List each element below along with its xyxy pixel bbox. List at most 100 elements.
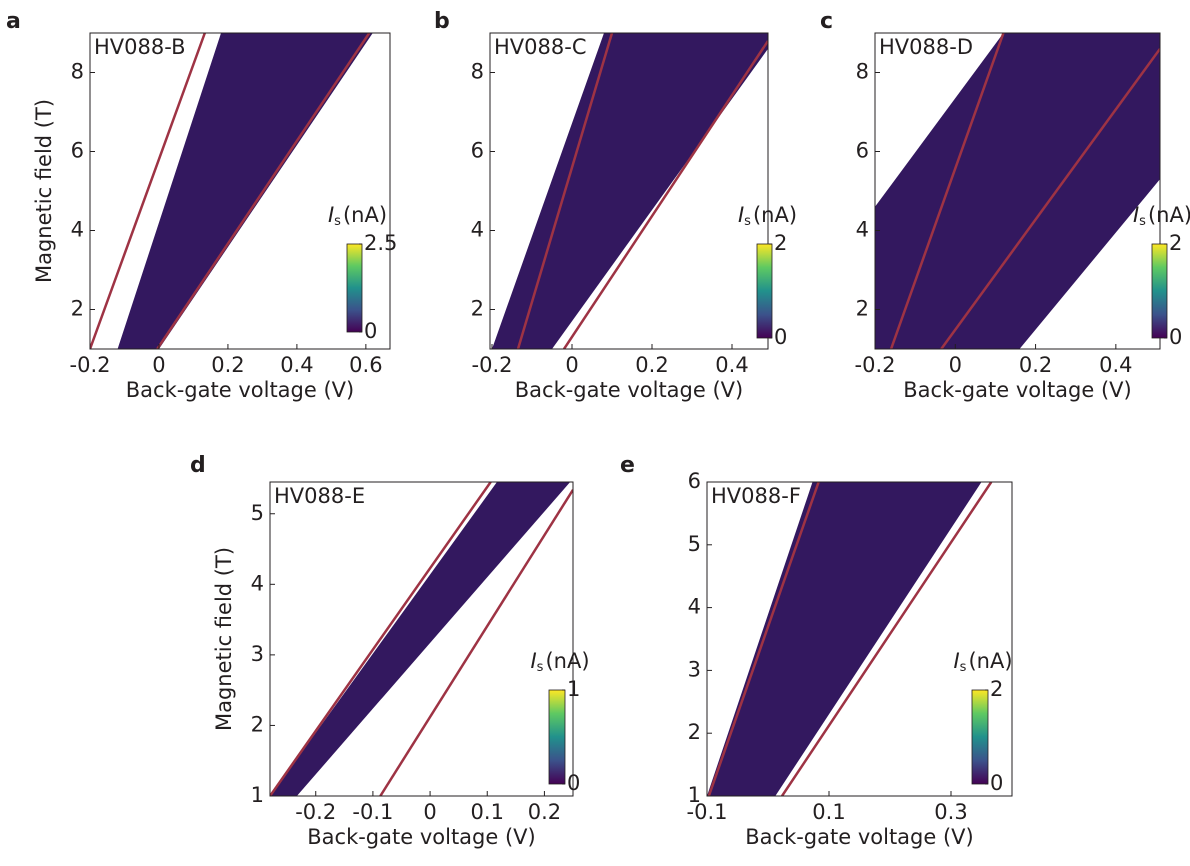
x-axis-label: Back-gate voltage (V)	[515, 378, 743, 402]
data-region	[492, 33, 768, 349]
x-tick-label: -0.2	[70, 353, 111, 377]
x-tick-label: 0.4	[1099, 353, 1132, 377]
x-tick-label: 0	[949, 353, 962, 377]
colorbar-symbol: I	[328, 203, 334, 227]
panel-letter: a	[6, 9, 21, 34]
y-tick-label: 8	[471, 60, 484, 84]
y-tick-label: 4	[688, 595, 701, 619]
guide-line	[562, 40, 768, 349]
plot-frame	[89, 32, 391, 350]
colorbar-unit: (nA)	[753, 203, 797, 227]
colorbar	[756, 243, 773, 339]
colorbar-tick-label: 1	[567, 677, 580, 701]
colorbar-symbol: I	[738, 203, 744, 227]
y-axis-label: Magnetic field (T)	[32, 99, 56, 283]
y-tick-label: 8	[856, 60, 869, 84]
panel-letter: e	[620, 453, 635, 478]
plot-frame	[269, 481, 574, 797]
guide-line	[516, 33, 614, 349]
data-region	[117, 33, 373, 349]
colorbar-tick-label: 0	[364, 319, 377, 343]
data-region	[707, 482, 982, 796]
x-tick-label: 0.2	[1019, 353, 1052, 377]
x-axis-label: Back-gate voltage (V)	[307, 825, 535, 849]
x-tick-label: 0.6	[349, 353, 382, 377]
y-tick-label: 3	[251, 642, 264, 666]
y-tick-label: 6	[71, 139, 84, 163]
colorbar-label: Is(nA)	[530, 649, 589, 675]
y-tick-label: 3	[688, 657, 701, 681]
plot-area	[90, 33, 373, 349]
y-tick-label: 2	[688, 720, 701, 744]
colorbar-unit: (nA)	[545, 649, 589, 673]
panel-title: HV088-F	[711, 484, 801, 508]
colorbar-subscript: s	[334, 214, 341, 229]
panel-letter: b	[434, 9, 450, 34]
y-tick-label: 4	[471, 218, 484, 242]
colorbar-unit: (nA)	[343, 203, 387, 227]
colorbar-label: Is(nA)	[328, 203, 387, 229]
guide-line	[270, 482, 492, 796]
panel-letter: d	[190, 453, 206, 478]
colorbar-label: Is(nA)	[738, 203, 797, 229]
y-tick-label: 2	[856, 297, 869, 321]
x-tick-label: 0.2	[211, 353, 244, 377]
guide-line	[780, 482, 993, 796]
colorbar-tick-label: 2	[990, 677, 1003, 701]
colorbar-tick-label: 0	[1169, 325, 1182, 349]
guide-line	[940, 48, 1160, 349]
x-tick-label: 0.1	[471, 800, 504, 824]
panel-title: HV088-D	[879, 35, 973, 59]
guide-line	[156, 33, 371, 349]
y-tick-label: 2	[471, 297, 484, 321]
x-axis-label: Back-gate voltage (V)	[745, 825, 973, 849]
y-tick-label: 6	[856, 139, 869, 163]
x-tick-label: -0.2	[472, 353, 513, 377]
panel-title: HV088-B	[94, 35, 185, 59]
colorbar	[1151, 243, 1168, 339]
x-tick-label: 0.2	[635, 353, 668, 377]
x-tick-label: -0.2	[855, 353, 896, 377]
colorbar	[971, 689, 989, 785]
y-tick-label: 4	[71, 218, 84, 242]
x-tick-label: 0.1	[812, 800, 845, 824]
x-tick-label: 0.2	[528, 800, 561, 824]
colorbar-tick-label: 2	[1169, 231, 1182, 255]
guide-line	[889, 33, 1005, 349]
plot-area	[875, 33, 1160, 349]
colorbar-tick-label: 0	[990, 771, 1003, 795]
guide-line	[707, 482, 820, 796]
plot-frame	[489, 32, 769, 350]
colorbar-symbol: I	[953, 649, 959, 673]
y-tick-label: 2	[71, 297, 84, 321]
colorbar-subscript: s	[537, 660, 544, 675]
colorbar-unit: (nA)	[1148, 203, 1190, 227]
colorbar-subscript: s	[960, 660, 967, 675]
x-tick-label: 0	[152, 353, 165, 377]
x-tick-label: 0.4	[715, 353, 748, 377]
x-tick-label: 0	[423, 800, 436, 824]
colorbar-unit: (nA)	[968, 649, 1012, 673]
colorbar-tick-label: 0	[774, 325, 787, 349]
guide-line	[90, 33, 207, 349]
colorbar-tick-label: 0	[567, 771, 580, 795]
colorbar-label: Is(nA)	[1133, 203, 1190, 229]
y-tick-label: 4	[856, 218, 869, 242]
colorbar-symbol: I	[1133, 203, 1139, 227]
data-region	[270, 482, 571, 796]
y-axis-label: Magnetic field (T)	[212, 547, 236, 731]
x-axis-label: Back-gate voltage (V)	[126, 378, 354, 402]
x-tick-label: -0.1	[687, 800, 728, 824]
x-tick-label: -0.1	[352, 800, 393, 824]
y-tick-label: 6	[688, 469, 701, 493]
plot-area	[707, 482, 993, 796]
y-tick-label: 1	[251, 783, 264, 807]
y-tick-label: 5	[251, 501, 264, 525]
panel-title: HV088-E	[274, 484, 365, 508]
y-tick-label: 2	[251, 712, 264, 736]
plot-frame	[706, 481, 1013, 797]
y-tick-label: 6	[471, 139, 484, 163]
panel-title: HV088-C	[494, 35, 586, 59]
plot-frame	[874, 32, 1161, 350]
